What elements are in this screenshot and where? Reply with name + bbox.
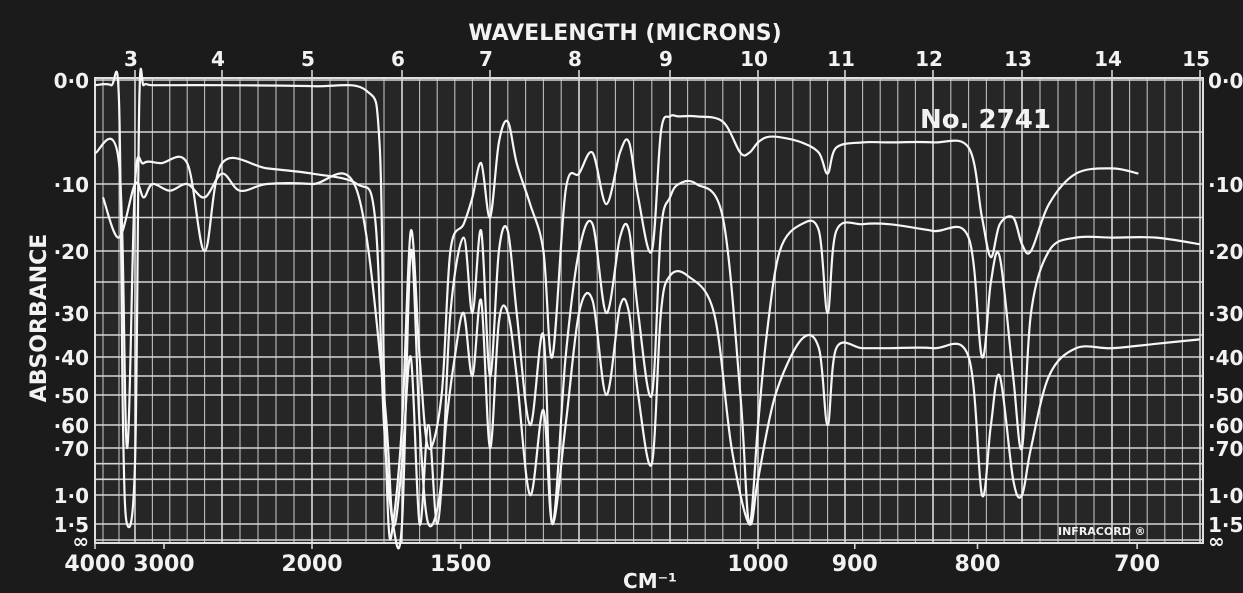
bottom-tick-label: 3000 [133,552,194,577]
right-tick-label: ·70 [1208,437,1243,461]
right-tick-label: ∞ [1208,529,1225,553]
top-tick-label: 14 [1094,47,1122,71]
top-tick-label: 3 [124,47,138,71]
left-tick-label: ·10 [54,173,89,197]
bottom-tick-label: 700 [1114,552,1160,577]
top-tick-label: 6 [391,47,405,71]
left-tick-label: ·20 [54,240,89,264]
top-tick-label: 11 [827,47,855,71]
top-tick-label: 4 [211,47,225,71]
plot-frame [94,77,1204,544]
left-tick-label: ·60 [54,414,89,438]
left-tick-label: 1·5 [54,513,89,537]
top-tick-label: 9 [659,47,673,71]
right-tick-label: ·50 [1208,384,1243,408]
right-tick-label: 0·0 [1208,69,1243,93]
left-tick-label: ∞ [72,529,89,553]
right-tick-label: ·30 [1208,302,1243,326]
top-axis-ticks: 3 4 5 6 7 8 9 10 11 12 13 14 15 [124,47,1210,78]
right-tick-label: ·10 [1208,173,1243,197]
right-axis-ticks: 0·0 ·10 ·20 ·30 ·40 ·50 ·60·70 1·0 1·5∞ [1208,69,1243,553]
bottom-tick-label: 1000 [727,552,788,577]
y-axis-label: ABSORBANCE [27,234,52,403]
instrument-stamp: INFRACORD ® [1058,525,1146,538]
top-tick-label: 10 [740,47,768,71]
left-tick-label: 1·0 [54,484,89,508]
right-tick-label: 1·0 [1208,484,1243,508]
top-tick-label: 12 [915,47,943,71]
left-axis-ticks: 0·0 ·10 ·20 ·30 ·40 ·50 ·60·70 1·0 1·5∞ [54,69,89,553]
right-tick-label: ·40 [1208,346,1243,370]
right-tick-label: ·20 [1208,240,1243,264]
top-tick-label: 7 [479,47,493,71]
top-tick-label: 8 [568,47,582,71]
top-tick-label: 15 [1182,47,1210,71]
bottom-axis-ticks: 4000 3000 2000 1500 1000 900 800 700 [64,543,1160,577]
plot-area [95,78,1203,543]
left-tick-label: ·70 [54,437,89,461]
left-tick-label: ·30 [54,302,89,326]
left-tick-label: 0·0 [54,69,89,93]
top-axis-label: WAVELENGTH (MICRONS) [468,21,781,46]
top-tick-label: 13 [1004,47,1032,71]
bottom-tick-label: 1500 [430,552,491,577]
right-tick-label: 1·5 [1208,513,1243,537]
right-tick-label: ·60 [1208,414,1243,438]
bottom-tick-label: 4000 [64,552,125,577]
bottom-tick-label: 800 [955,552,1001,577]
spectrum-trace-1 [94,67,1139,541]
bottom-tick-label: 900 [832,552,878,577]
bottom-tick-label: 2000 [281,552,342,577]
bottom-axis-label: CM⁻¹ [623,569,677,593]
spectrum-trace-3 [101,172,1201,527]
left-tick-label: ·50 [54,384,89,408]
spectrum-trace-2 [93,137,1201,550]
top-tick-label: 5 [301,47,315,71]
spectrum-traces [93,67,1201,550]
chart-title: No. 2741 [920,105,1051,135]
left-tick-label: ·40 [54,346,89,370]
